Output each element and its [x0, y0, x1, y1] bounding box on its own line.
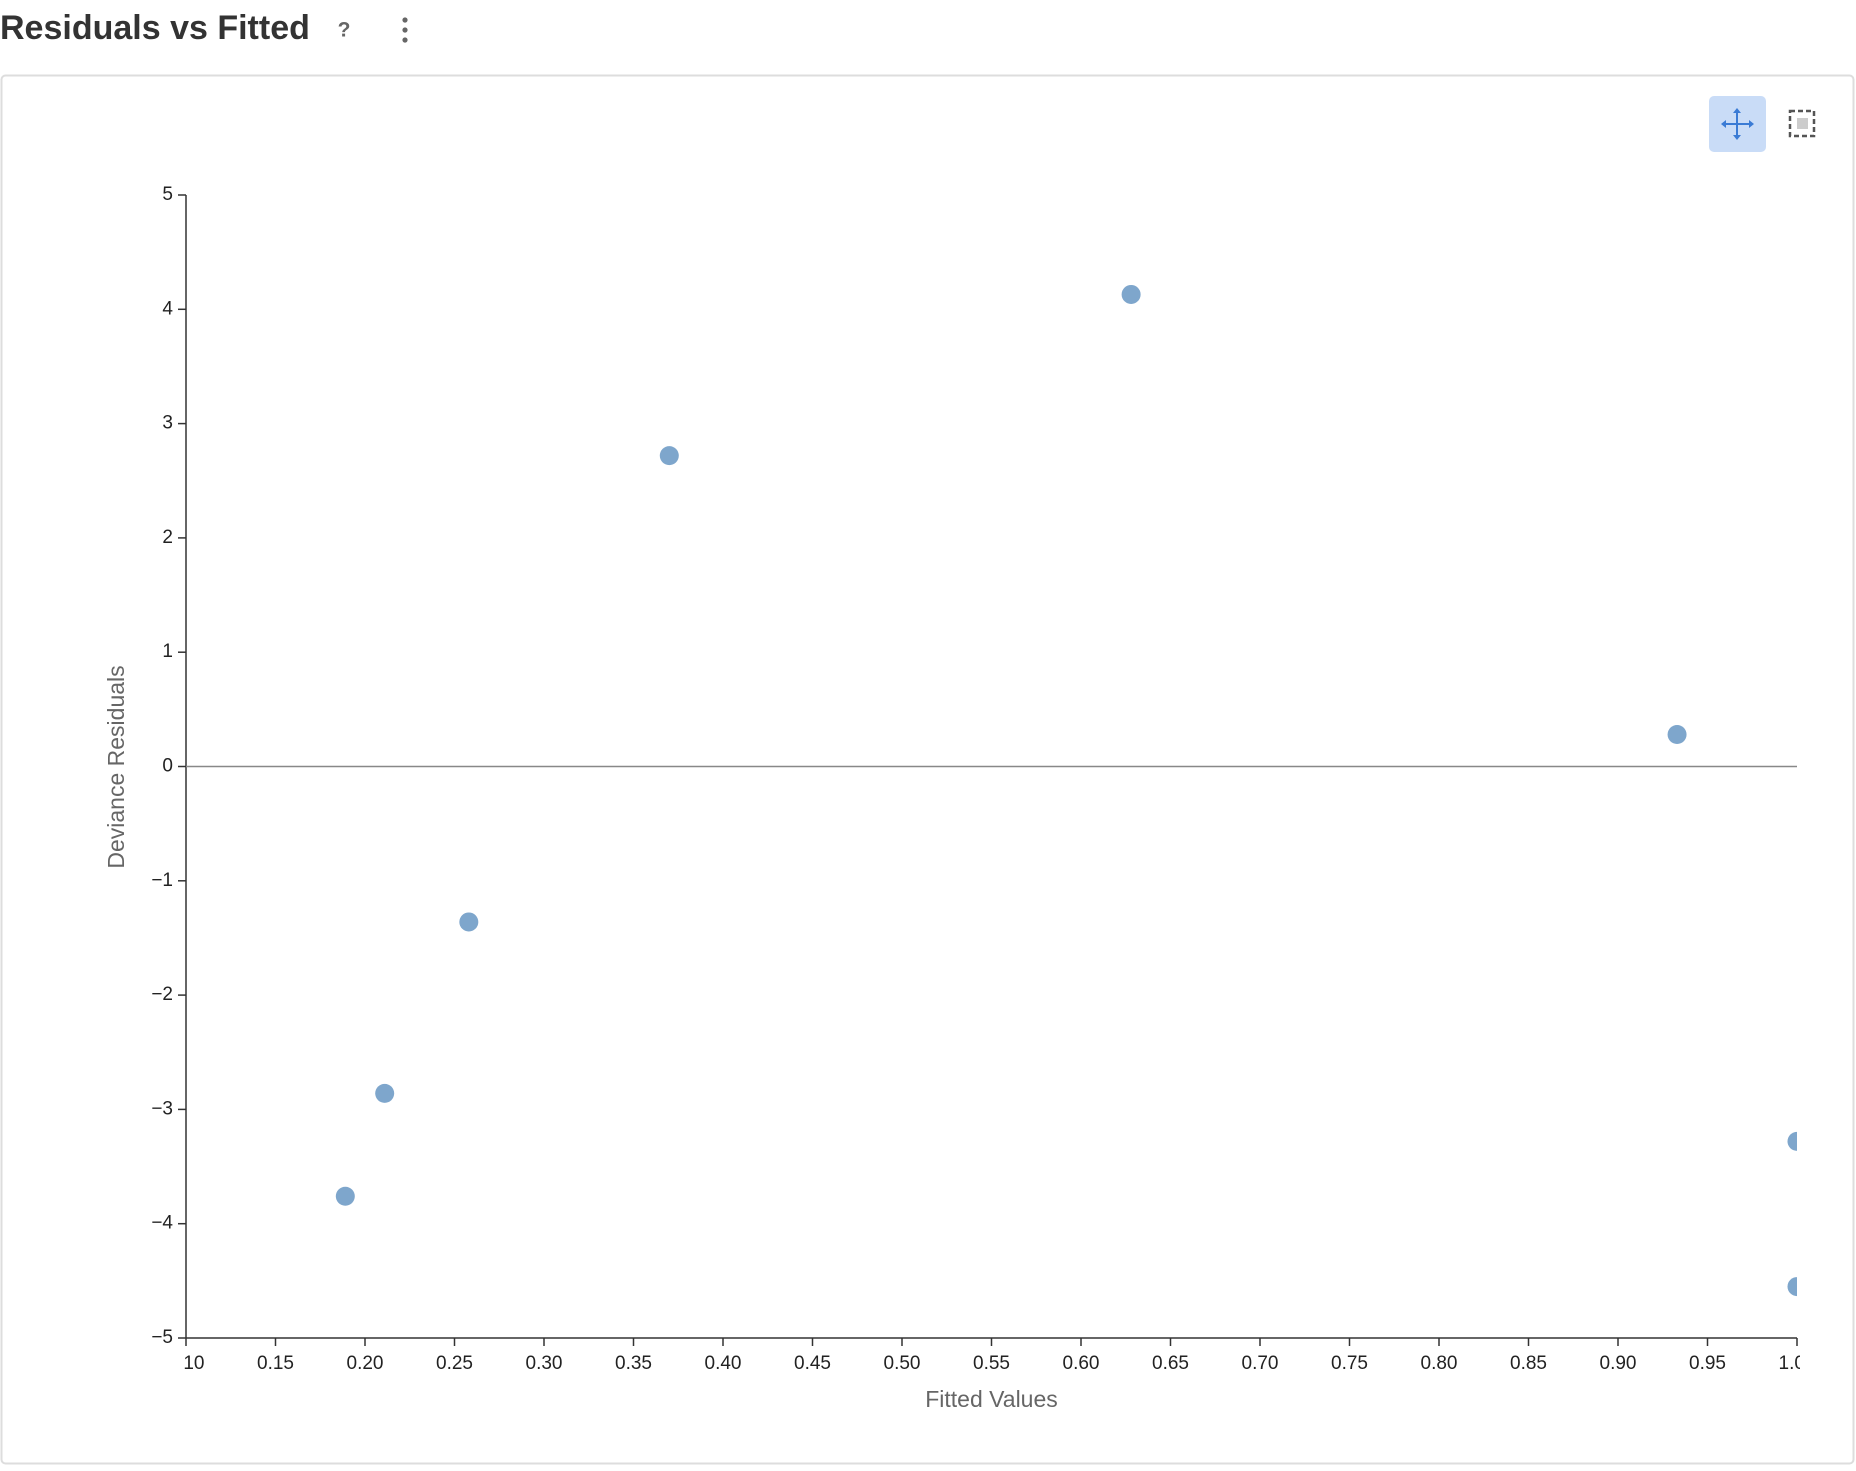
- x-tick-label: 0.45: [794, 1353, 831, 1374]
- x-tick-label: 0.70: [1242, 1353, 1279, 1374]
- box-select-tool[interactable]: [1788, 109, 1816, 138]
- x-tick-label: 0.85: [1510, 1353, 1547, 1374]
- y-tick-label: −4: [151, 1213, 173, 1234]
- y-tick-label: 5: [162, 184, 173, 205]
- x-tick-label: 0.30: [526, 1353, 563, 1374]
- point: [335, 1186, 355, 1206]
- point: [375, 1083, 395, 1103]
- pan-tool[interactable]: [1709, 96, 1766, 152]
- page-title: Residuals vs Fitted: [0, 9, 310, 47]
- y-tick-label: 0: [162, 756, 173, 777]
- x-tick-label: 0.10: [168, 1353, 205, 1374]
- y-tick-label: −3: [151, 1098, 173, 1119]
- x-tick-label: 0.65: [1152, 1353, 1189, 1374]
- y-tick-label: 3: [162, 413, 173, 434]
- x-axis-label: Fitted Values: [925, 1386, 1058, 1412]
- point: [1787, 1131, 1797, 1151]
- y-tick-label: −5: [151, 1327, 173, 1348]
- help-button[interactable]: ?: [338, 19, 351, 42]
- x-tick-label: 0.80: [1421, 1353, 1458, 1374]
- point: [1787, 1277, 1797, 1297]
- x-tick-label: 0.75: [1331, 1353, 1368, 1374]
- x-tick-label: 0.60: [1063, 1353, 1100, 1374]
- x-tick-label: 0.15: [257, 1353, 294, 1374]
- x-tick-label: 0.25: [436, 1353, 473, 1374]
- point: [1121, 284, 1141, 304]
- y-tick-label: 4: [162, 298, 173, 319]
- plot-area: −5 −4 −3 −2 −1 0 1 2 3 4 5 0.10 0.15 0.20 0.25 0.30 0.35…: [103, 184, 1816, 1412]
- points: [335, 284, 1797, 1297]
- x-tick-labels: 0.10 0.15 0.20 0.25 0.30 0.35 0.40 0.45 0.50 0.55…: [168, 1353, 1816, 1374]
- x-tick-label: 0.35: [615, 1353, 652, 1374]
- x-tick-label: 0.95: [1689, 1353, 1726, 1374]
- x-tick-label: 0.40: [705, 1353, 742, 1374]
- y-tick-label: 1: [162, 641, 173, 662]
- y-tick-label: 2: [162, 527, 173, 548]
- point: [459, 912, 479, 932]
- x-tick-label: 1.00: [1779, 1353, 1816, 1374]
- point: [659, 446, 679, 466]
- y-tick-label: −2: [151, 984, 173, 1005]
- point: [1667, 724, 1687, 744]
- y-axis-label: Deviance Residuals: [103, 665, 129, 868]
- x-tick-label: 0.20: [347, 1353, 384, 1374]
- x-tick-label: 0.90: [1600, 1353, 1637, 1374]
- menu-button[interactable]: [402, 17, 408, 43]
- x-tick-label: 0.50: [884, 1353, 921, 1374]
- chart-panel: [0, 74, 1855, 1465]
- x-tick-label: 0.55: [973, 1353, 1010, 1374]
- y-tick-label: −1: [151, 870, 173, 891]
